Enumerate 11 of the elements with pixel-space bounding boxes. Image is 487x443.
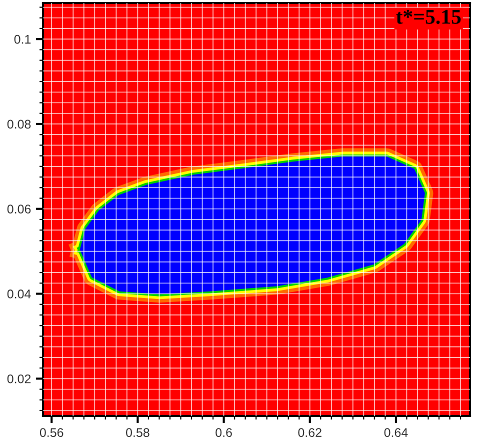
annotation: t*=5.15 bbox=[396, 10, 461, 24]
x-tick-label: 0.6 bbox=[216, 428, 232, 437]
y-tick-label: 0.1 bbox=[14, 34, 31, 44]
y-tick-label: 0.02 bbox=[7, 374, 31, 384]
x-tick-label: 0.58 bbox=[126, 428, 150, 437]
y-tick-label: 0.08 bbox=[7, 120, 31, 129]
y-tick-label: 0.04 bbox=[7, 290, 31, 298]
x-tick-label: 0.56 bbox=[40, 428, 64, 437]
y-tick-label: 0.06 bbox=[7, 204, 31, 214]
x-tick-label: 0.64 bbox=[384, 428, 408, 437]
x-tick-label: 0.62 bbox=[298, 428, 322, 437]
